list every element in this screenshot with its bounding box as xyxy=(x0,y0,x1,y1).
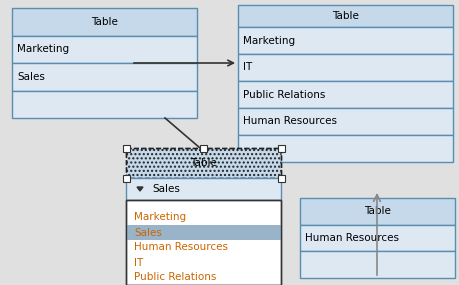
Bar xyxy=(299,198,454,225)
Bar xyxy=(12,36,196,63)
Bar xyxy=(299,225,454,251)
Bar xyxy=(122,174,129,182)
Bar xyxy=(126,148,280,178)
Bar xyxy=(277,144,284,152)
Text: Sales: Sales xyxy=(17,72,45,82)
Bar xyxy=(237,135,452,162)
Text: Marketing: Marketing xyxy=(242,36,295,46)
Bar xyxy=(126,148,280,178)
Bar xyxy=(237,54,452,81)
Text: Sales: Sales xyxy=(134,227,162,237)
Text: IT: IT xyxy=(134,258,143,268)
Polygon shape xyxy=(137,187,143,191)
Text: Human Resources: Human Resources xyxy=(134,243,228,253)
Bar xyxy=(237,81,452,108)
Bar xyxy=(12,91,196,118)
Bar xyxy=(12,8,196,36)
Bar xyxy=(277,174,284,182)
Text: Human Resources: Human Resources xyxy=(304,233,398,243)
Text: Public Relations: Public Relations xyxy=(242,89,325,99)
Bar xyxy=(199,144,206,152)
Bar xyxy=(299,251,454,278)
Bar xyxy=(237,5,452,27)
Text: Table: Table xyxy=(91,17,118,27)
Text: Table: Table xyxy=(331,11,358,21)
Text: Table: Table xyxy=(363,206,390,216)
Text: Marketing: Marketing xyxy=(17,44,69,54)
Text: Marketing: Marketing xyxy=(134,213,186,223)
Bar xyxy=(126,200,280,285)
Bar xyxy=(126,178,280,200)
Bar xyxy=(126,225,280,240)
Bar xyxy=(12,63,196,91)
Bar xyxy=(126,200,280,285)
Text: Sales: Sales xyxy=(151,184,179,194)
Text: Public Relations: Public Relations xyxy=(134,272,216,282)
Text: IT: IT xyxy=(242,62,252,72)
Bar xyxy=(237,27,452,54)
Text: Table: Table xyxy=(190,158,217,168)
Bar xyxy=(237,108,452,135)
Text: Human Resources: Human Resources xyxy=(242,117,336,127)
Bar xyxy=(122,144,129,152)
